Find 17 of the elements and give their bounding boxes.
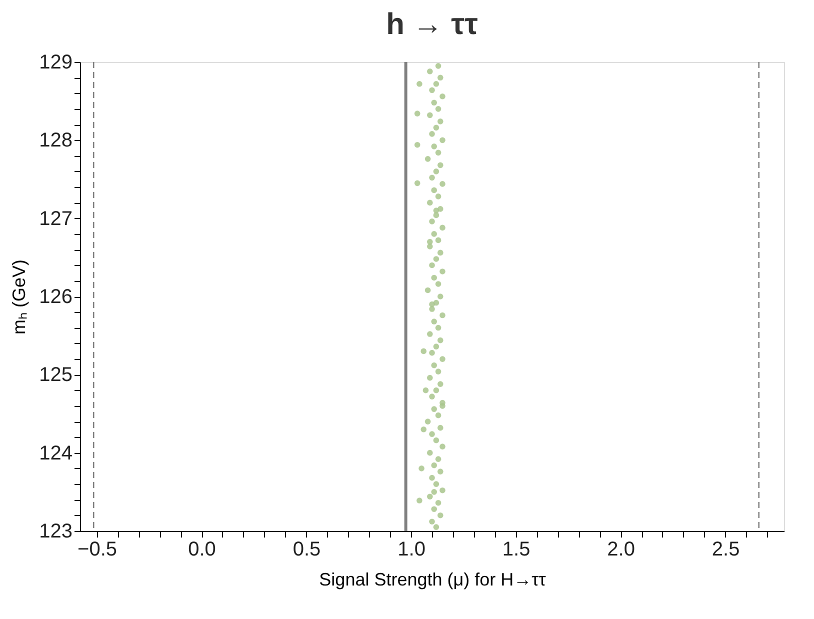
x-tick-label: −0.5 [78,538,118,560]
y-tick-label: 129 [39,52,72,74]
y-tick-label: 125 [39,364,72,386]
chart-title: h → ττ [386,8,478,41]
y-tick-label: 123 [39,520,72,542]
x-tick-label: 1.0 [398,538,426,560]
x-tick-label: 2.0 [607,538,635,560]
y-tick-label: 128 [39,130,72,152]
y-tick-label: 127 [39,208,72,230]
x-tick-label: 2.5 [712,538,740,560]
y-axis-title: mₕ (GeV) [9,259,30,335]
x-tick-label: 1.5 [502,538,530,560]
x-axis-title: Signal Strength (μ) for H→ττ [319,570,546,590]
y-tick-label: 124 [39,442,72,464]
x-tick-label: 0.0 [188,538,216,560]
x-tick-label: 0.5 [292,538,321,560]
y-tick-label: 126 [39,286,72,308]
